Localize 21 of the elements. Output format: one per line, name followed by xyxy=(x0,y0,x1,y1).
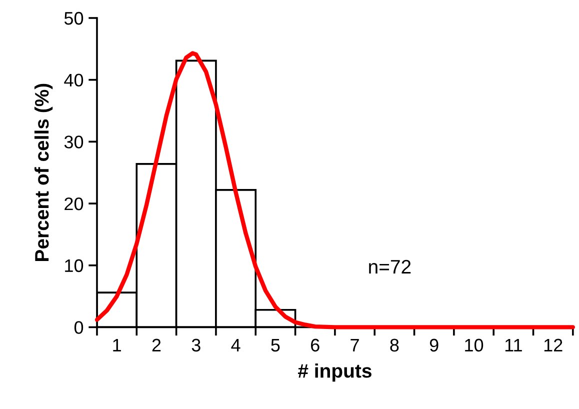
x-tick-label: 8 xyxy=(390,338,399,352)
x-tick-label: 12 xyxy=(544,338,562,352)
y-tick-label: 10 xyxy=(65,259,84,272)
x-tick-label: 4 xyxy=(231,338,240,352)
y-tick-label: 50 xyxy=(64,12,84,25)
x-tick-label: 9 xyxy=(430,338,438,352)
x-tick-label: 5 xyxy=(271,338,280,352)
annotation: n=72 xyxy=(369,260,411,274)
y-axis-title: Percent of cells (%) xyxy=(34,84,53,261)
x-axis-title: # inputs xyxy=(298,363,372,382)
x-tick-label: 3 xyxy=(192,338,200,352)
y-tick-label: 40 xyxy=(64,74,84,87)
x-tick-label: 11 xyxy=(505,338,522,352)
x-tick-label: 10 xyxy=(465,338,484,352)
x-tick-label: 6 xyxy=(311,338,320,352)
x-tick-label: 2 xyxy=(152,338,161,352)
x-tick-label: 1 xyxy=(113,338,121,352)
y-tick-label: 0 xyxy=(74,321,84,334)
x-tick-label: 7 xyxy=(350,338,359,352)
y-tick-label: 30 xyxy=(64,136,84,148)
y-tick-label: 20 xyxy=(64,197,84,210)
